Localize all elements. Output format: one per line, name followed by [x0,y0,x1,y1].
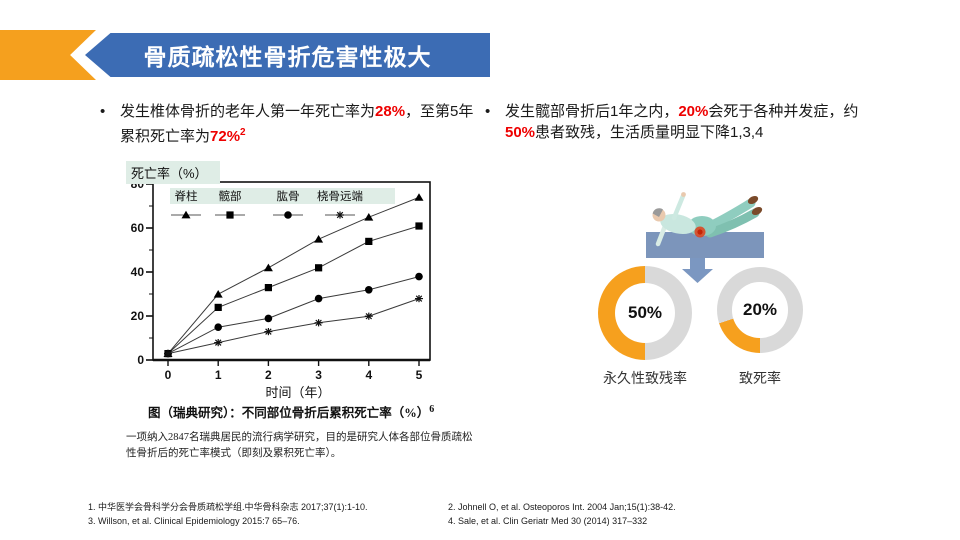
svg-text:5: 5 [416,368,423,382]
bullet-marker: • [100,103,106,120]
chart-ylabel: 死亡率（%） [126,161,220,184]
donut-label-fatality: 致死率 [739,370,781,386]
stat-50pct: 50% [505,124,536,141]
donut-value: 20% [742,300,778,319]
bullet-text: 发生椎体骨折的老年人第一年死亡率为28%，至第5年累积死亡率为72%2 [120,103,474,145]
svg-text:桡骨远端: 桡骨远端 [317,189,363,203]
title-banner: 骨质疏松性骨折危害性极大 [85,33,490,77]
references-left-column: 1. 中华医学会骨科学分会骨质疏松学组.中华骨科杂志 2017;37(1):1-… [88,501,368,528]
svg-text:脊柱: 脊柱 [175,189,198,203]
donut-label-disability: 永久性致残率 [603,370,687,386]
bullet-hip-fracture: • 发生髋部骨折后1年之内，20%会死于各种并发症，约50%患者致残，生活质量明… [483,101,887,143]
chart-caption: 图（瑞典研究）：不同部位骨折后累积死亡率（%）6 [148,403,435,420]
svg-text:0: 0 [137,353,144,367]
bullet-vertebral-fracture: • 发生椎体骨折的老年人第一年死亡率为28%，至第5年累积死亡率为72%2 [98,101,480,147]
stat-72pct: 72% [210,128,241,145]
svg-text:0: 0 [165,368,172,382]
references-right-column: 2. Johnell O, et al. Osteoporos Int. 200… [448,501,676,528]
svg-text:1: 1 [215,368,222,382]
page-title: 骨质疏松性骨折危害性极大 [143,44,432,70]
mortality-line-chart: 0 20 40 60 80 0 1 2 3 4 5 时间（年） 脊柱 髋部 肱骨 桡骨远端 [118,158,466,408]
svg-text:40: 40 [131,265,145,279]
donut-value: 50% [627,303,663,322]
svg-text:髋部: 髋部 [219,189,242,203]
arrow-down-icon [682,258,713,283]
reference-line: 4. Sale, et al. Clin Geriatr Med 30 (201… [448,515,648,526]
stat-20pct: 20% [678,103,709,120]
ref-superscript: 2 [240,127,246,138]
reference-line: 2. Johnell O, et al. Osteoporos Int. 200… [448,502,676,512]
svg-text:时间（年）: 时间（年） [265,385,330,400]
banner-accent-orange [0,30,96,80]
reference-line: 1. 中华医学会骨科学分会骨质疏松学组.中华骨科杂志 2017;37(1):1-… [88,502,368,512]
chart-note: 一项纳入2847名瑞典居民的流行病学研究，目的是研究人体各部位骨质疏松性骨折后的… [126,432,473,460]
svg-text:3: 3 [315,368,322,382]
donut-disability-rate: 50% [598,266,692,360]
svg-text:60: 60 [131,221,145,235]
svg-text:4: 4 [365,368,372,382]
donut-fatality-rate: 20% [717,267,803,353]
svg-text:2: 2 [265,368,272,382]
reference-line: 3. Willson, et al. Clinical Epidemiology… [88,515,300,526]
bullet-marker: • [485,103,491,120]
stat-28pct: 28% [375,103,406,120]
bullet-text: 发生髋部骨折后1年之内，20%会死于各种并发症，约50%患者致残，生活质量明显下… [505,103,859,141]
svg-text:20: 20 [131,309,145,323]
fallen-person-illustration [646,192,764,283]
fallen-person [652,192,763,247]
svg-text:肱骨: 肱骨 [277,189,300,203]
platform [646,232,764,258]
